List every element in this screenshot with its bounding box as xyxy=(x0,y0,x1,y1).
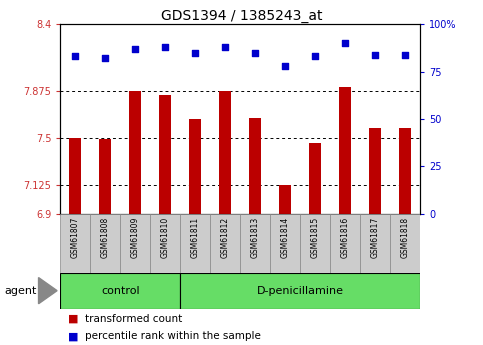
Bar xyxy=(390,214,420,273)
Bar xyxy=(189,119,201,214)
Point xyxy=(161,44,169,50)
Text: control: control xyxy=(101,286,140,296)
Bar xyxy=(339,87,351,214)
Bar xyxy=(270,214,300,273)
Text: GDS1394 / 1385243_at: GDS1394 / 1385243_at xyxy=(161,9,322,23)
Text: agent: agent xyxy=(5,286,37,296)
Bar xyxy=(330,214,360,273)
Text: GSM61809: GSM61809 xyxy=(131,217,140,258)
Point xyxy=(191,50,199,55)
Bar xyxy=(150,214,180,273)
Text: ■: ■ xyxy=(68,332,78,341)
Bar xyxy=(300,214,330,273)
Text: GSM61811: GSM61811 xyxy=(191,217,200,258)
Point xyxy=(71,54,79,59)
Bar xyxy=(279,185,291,214)
Text: D-penicillamine: D-penicillamine xyxy=(257,286,344,296)
Text: GSM61807: GSM61807 xyxy=(71,217,80,258)
Text: percentile rank within the sample: percentile rank within the sample xyxy=(85,332,260,341)
Point xyxy=(341,40,349,46)
Point xyxy=(221,44,229,50)
Bar xyxy=(309,143,321,214)
Bar xyxy=(90,214,120,273)
Bar xyxy=(180,214,210,273)
Text: GSM61818: GSM61818 xyxy=(401,217,410,258)
Text: GSM61816: GSM61816 xyxy=(341,217,350,258)
Text: GSM61817: GSM61817 xyxy=(371,217,380,258)
Bar xyxy=(70,138,81,214)
Bar xyxy=(120,214,150,273)
Bar xyxy=(159,95,171,214)
Point xyxy=(282,63,289,69)
Bar xyxy=(219,90,231,214)
Bar xyxy=(180,273,420,309)
Point xyxy=(252,50,259,55)
Bar xyxy=(60,214,90,273)
Point xyxy=(312,54,319,59)
Bar xyxy=(60,273,180,309)
Text: transformed count: transformed count xyxy=(85,314,182,324)
Text: GSM61815: GSM61815 xyxy=(311,217,320,258)
Point xyxy=(101,56,109,61)
Text: GSM61810: GSM61810 xyxy=(161,217,170,258)
Text: GSM61813: GSM61813 xyxy=(251,217,260,258)
Text: GSM61812: GSM61812 xyxy=(221,217,230,258)
Bar xyxy=(241,214,270,273)
Bar xyxy=(210,214,240,273)
Bar xyxy=(129,90,142,214)
Bar xyxy=(99,139,112,214)
Point xyxy=(371,52,379,57)
Text: ■: ■ xyxy=(68,314,78,324)
Bar xyxy=(249,118,261,214)
Bar xyxy=(369,128,381,214)
Bar xyxy=(399,128,411,214)
Text: GSM61808: GSM61808 xyxy=(101,217,110,258)
Bar xyxy=(360,214,390,273)
Text: GSM61814: GSM61814 xyxy=(281,217,290,258)
Point xyxy=(401,52,409,57)
Polygon shape xyxy=(39,277,57,304)
Point xyxy=(131,46,139,51)
